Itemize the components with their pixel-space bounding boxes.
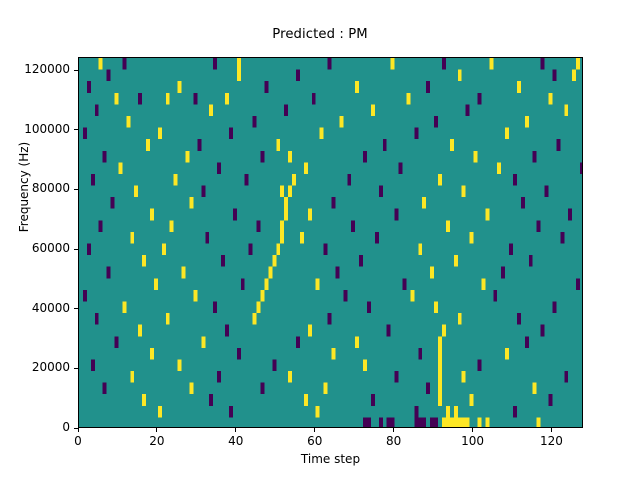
x-tick-label: 60 — [307, 434, 323, 448]
y-tick-label: 80000 — [31, 181, 70, 196]
y-tick-mark — [74, 308, 78, 310]
x-tick-mark — [156, 428, 158, 432]
x-tick-label: 20 — [149, 434, 165, 448]
x-tick-mark — [393, 428, 395, 432]
y-tick-mark — [74, 367, 78, 369]
x-tick-mark — [77, 428, 79, 432]
y-tick-mark — [74, 248, 78, 250]
y-tick-mark — [74, 188, 78, 190]
y-tick-mark — [74, 129, 78, 131]
x-tick-label: 120 — [539, 434, 563, 448]
x-tick-label: 100 — [461, 434, 484, 448]
y-tick-mark — [74, 69, 78, 71]
heatmap-axes[interactable] — [78, 57, 583, 428]
y-tick-label: 40000 — [31, 300, 70, 315]
y-tick-label: 100000 — [24, 121, 70, 136]
x-tick-mark — [550, 428, 552, 432]
y-tick-mark — [74, 427, 78, 429]
y-tick-label: 20000 — [31, 360, 70, 375]
x-axis-label: Time step — [300, 452, 361, 466]
page-title: Predicted : PM — [272, 27, 368, 42]
heatmap-image[interactable] — [79, 58, 582, 427]
y-tick-label: 0 — [62, 420, 70, 434]
y-tick-label: 60000 — [31, 241, 70, 256]
x-tick-label: 0 — [74, 434, 82, 448]
x-tick-label: 80 — [385, 434, 402, 448]
y-tick-label: 120000 — [24, 62, 70, 77]
x-tick-mark — [235, 428, 237, 432]
x-tick-mark — [472, 428, 474, 432]
x-tick-label: 40 — [228, 434, 244, 448]
x-tick-mark — [314, 428, 316, 432]
y-axis-label: Frequency (Hz) — [17, 141, 31, 233]
